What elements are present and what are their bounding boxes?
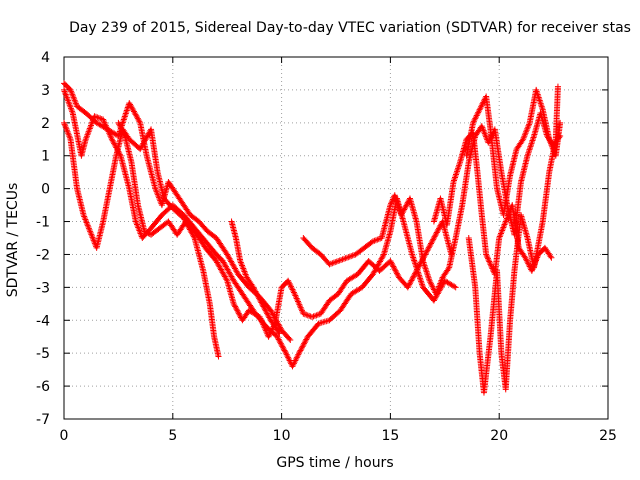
plus-markers bbox=[61, 119, 222, 360]
series-track-2 bbox=[61, 86, 459, 370]
x-tick-label: 10 bbox=[273, 428, 291, 444]
y-tick-label: -5 bbox=[36, 346, 50, 362]
y-tick-label: 0 bbox=[41, 182, 50, 198]
series-track-8 bbox=[465, 83, 561, 396]
plus-markers bbox=[228, 218, 283, 337]
grid-layer bbox=[64, 57, 608, 419]
x-tick-label: 25 bbox=[599, 428, 617, 444]
y-tick-label: 3 bbox=[41, 83, 50, 99]
plot-frame bbox=[63, 56, 609, 420]
y-tick-label: -1 bbox=[36, 215, 50, 231]
x-tick-label: 15 bbox=[381, 428, 399, 444]
y-tick-label: -3 bbox=[36, 280, 50, 296]
y-tick-label: -7 bbox=[36, 412, 50, 428]
x-axis-label: GPS time / hours bbox=[276, 455, 394, 471]
series-track-7 bbox=[430, 129, 555, 278]
data-points-layer bbox=[61, 80, 564, 396]
plus-markers bbox=[430, 129, 555, 278]
y-tick-label: 1 bbox=[41, 149, 50, 165]
x-tick-label: 20 bbox=[490, 428, 508, 444]
x-tick-label: 0 bbox=[60, 428, 69, 444]
y-axis-label: SDTVAR / TECUs bbox=[5, 182, 21, 298]
y-tick-label: 2 bbox=[41, 116, 50, 132]
chart-title: Day 239 of 2015, Sidereal Day-to-day VTE… bbox=[69, 20, 631, 36]
y-tick-label: 4 bbox=[41, 50, 50, 66]
plus-markers bbox=[61, 86, 459, 370]
plus-markers bbox=[465, 83, 561, 396]
x-tick-label: 5 bbox=[168, 428, 177, 444]
series-track-3 bbox=[61, 119, 222, 360]
y-tick-label: -2 bbox=[36, 247, 50, 263]
y-tick-label: -6 bbox=[36, 379, 50, 395]
tick-labels-layer: 0 5 10 15 20 25 -7 -6 -5 -4 -3 -2 -1 0 1 2 3 4 bbox=[36, 50, 617, 444]
series-track-9 bbox=[463, 86, 564, 218]
plus-markers bbox=[463, 86, 564, 218]
y-tick-label: -4 bbox=[36, 313, 50, 329]
series-track-5 bbox=[228, 218, 283, 337]
